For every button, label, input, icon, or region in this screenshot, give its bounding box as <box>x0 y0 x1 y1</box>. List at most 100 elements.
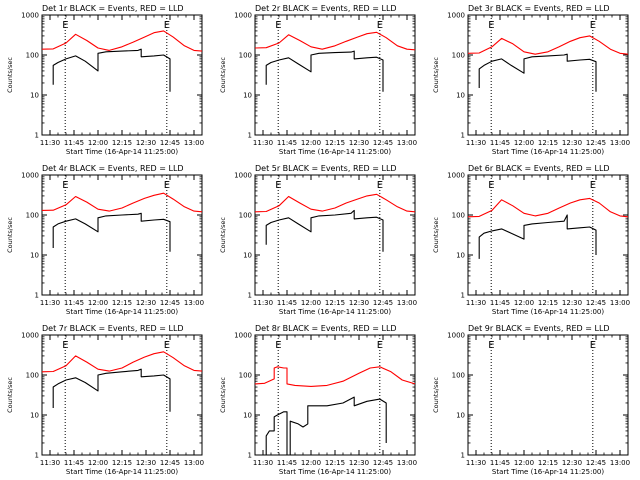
y-tick-label: 10 <box>243 412 252 420</box>
x-tick-label: 13:00 <box>610 299 630 307</box>
panel-2: Det 2r BLACK = Events, RED = LLD 1 10 100 10… <box>219 4 417 156</box>
plot-frame <box>41 174 203 296</box>
panel-title: Det 9r BLACK = Events, RED = LLD <box>468 324 610 333</box>
plot-frame <box>467 174 629 296</box>
marker-label-e: E <box>62 20 68 31</box>
lld-series-line <box>467 35 629 55</box>
y-tick-label: 1000 <box>21 172 39 180</box>
x-tick-label: 11:45 <box>64 299 84 307</box>
y-tick-label: 1000 <box>234 172 252 180</box>
x-tick-label: 12:15 <box>112 459 132 467</box>
y-tick-label: 10 <box>456 92 465 100</box>
panel-title: Det 4r BLACK = Events, RED = LLD <box>42 164 184 173</box>
x-tick-label: 12:00 <box>514 299 534 307</box>
x-tick-label: 12:00 <box>301 459 321 467</box>
x-tick-label: 12:15 <box>112 299 132 307</box>
x-tick-label: 12:15 <box>538 139 558 147</box>
x-tick-label: 12:45 <box>373 299 393 307</box>
y-tick-label: 10 <box>30 412 39 420</box>
x-tick-label: 12:00 <box>88 459 108 467</box>
panel-8: Det 8r BLACK = Events, RED = LLD 1 10 100 10… <box>219 324 417 476</box>
plot-frame <box>41 334 203 456</box>
x-tick-label: 11:45 <box>490 299 510 307</box>
x-tick-label: 11:45 <box>277 299 297 307</box>
x-axis-label: Start Time (16-Apr-14 11:25:00) <box>492 148 604 156</box>
x-tick-label: 12:45 <box>586 459 606 467</box>
x-tick-label: 12:30 <box>349 459 369 467</box>
marker-label-e: E <box>275 180 281 191</box>
panel-title: Det 6r BLACK = Events, RED = LLD <box>468 164 610 173</box>
x-tick-label: 12:15 <box>538 299 558 307</box>
marker-label-e: E <box>62 340 68 351</box>
x-axis-label: Start Time (16-Apr-14 11:25:00) <box>279 308 391 316</box>
events-series-line <box>52 48 171 92</box>
x-tick-label: 11:45 <box>277 139 297 147</box>
y-axis-label: Counts/sec <box>219 217 227 253</box>
marker-label-e: E <box>62 180 68 191</box>
x-tick-label: 11:30 <box>253 139 273 147</box>
x-axis-label: Start Time (16-Apr-14 11:25:00) <box>66 308 178 316</box>
marker-label-e: E <box>488 340 494 351</box>
x-tick-label: 11:30 <box>466 139 486 147</box>
marker-label-e: E <box>590 20 596 31</box>
marker-label-e: E <box>590 340 596 351</box>
x-tick-label: 11:30 <box>466 459 486 467</box>
x-tick-label: 13:00 <box>397 139 417 147</box>
x-tick-label: 12:45 <box>160 459 180 467</box>
x-tick-label: 12:30 <box>136 299 156 307</box>
y-tick-label: 10 <box>30 92 39 100</box>
x-tick-label: 13:00 <box>610 139 630 147</box>
events-series-line <box>52 212 171 252</box>
marker-label-e: E <box>164 340 170 351</box>
panel-1: Det 1r BLACK = Events, RED = LLD 1 10 100 10… <box>6 4 204 156</box>
y-axis-label: Counts/sec <box>432 217 440 253</box>
x-tick-label: 12:30 <box>136 139 156 147</box>
y-tick-label: 100 <box>239 372 252 380</box>
y-tick-label: 1 <box>461 452 465 460</box>
marker-label-e: E <box>164 180 170 191</box>
x-tick-label: 12:30 <box>349 299 369 307</box>
x-tick-label: 12:00 <box>514 139 534 147</box>
x-tick-label: 11:30 <box>253 299 273 307</box>
x-tick-label: 12:45 <box>373 139 393 147</box>
panel-9: Det 9r BLACK = Events, RED = LLD 1 10 100 10… <box>432 324 630 476</box>
x-tick-label: 11:30 <box>253 459 273 467</box>
x-tick-label: 12:15 <box>112 139 132 147</box>
x-axis-label: Start Time (16-Apr-14 11:25:00) <box>279 148 391 156</box>
y-tick-label: 1000 <box>234 12 252 20</box>
x-tick-label: 13:00 <box>397 299 417 307</box>
x-tick-label: 11:45 <box>490 459 510 467</box>
y-tick-label: 1000 <box>447 332 465 340</box>
y-axis-label: Counts/sec <box>6 377 14 413</box>
x-tick-label: 11:30 <box>40 139 60 147</box>
x-tick-label: 12:00 <box>88 299 108 307</box>
y-tick-label: 1000 <box>21 332 39 340</box>
x-tick-label: 11:45 <box>64 459 84 467</box>
lld-series-line <box>41 351 203 373</box>
y-axis-label: Counts/sec <box>6 57 14 93</box>
y-axis-label: Counts/sec <box>219 377 227 413</box>
lld-series-line <box>254 31 416 51</box>
x-tick-label: 13:00 <box>184 139 204 147</box>
y-tick-label: 100 <box>239 52 252 60</box>
y-tick-label: 1 <box>461 132 465 140</box>
marker-label-e: E <box>488 20 494 31</box>
marker-label-e: E <box>275 20 281 31</box>
plot-frame <box>254 14 416 136</box>
y-tick-label: 1000 <box>21 12 39 20</box>
lld-series-line <box>467 197 629 218</box>
y-tick-label: 1000 <box>234 332 252 340</box>
y-tick-label: 10 <box>243 92 252 100</box>
y-tick-label: 1 <box>248 292 252 300</box>
x-axis-label: Start Time (16-Apr-14 11:25:00) <box>279 468 391 476</box>
x-tick-label: 12:30 <box>562 139 582 147</box>
marker-label-e: E <box>590 180 596 191</box>
y-tick-label: 1 <box>35 452 39 460</box>
panel-title: Det 2r BLACK = Events, RED = LLD <box>255 4 397 13</box>
x-tick-label: 11:45 <box>490 139 510 147</box>
y-tick-label: 100 <box>452 52 465 60</box>
y-tick-label: 10 <box>243 252 252 260</box>
x-tick-label: 12:15 <box>325 299 345 307</box>
x-tick-label: 12:15 <box>325 459 345 467</box>
lld-series-line <box>254 366 416 387</box>
